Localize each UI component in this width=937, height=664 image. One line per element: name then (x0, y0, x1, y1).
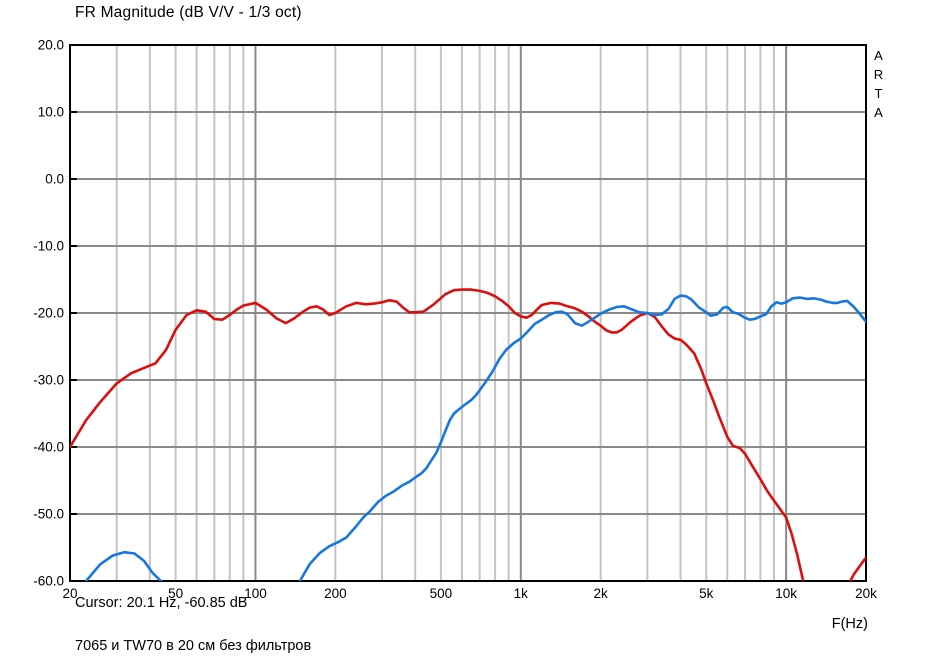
fr-curve-red (70, 288, 866, 581)
x-tick-label: 200 (324, 586, 347, 601)
y-tick-label: -40.0 (33, 439, 64, 455)
y-tick-label: -60.0 (33, 573, 64, 589)
x-tick-label: 2k (593, 586, 608, 601)
x-tick-label: 500 (429, 586, 453, 601)
plot-border (69, 44, 867, 582)
x-tick-label: 100 (244, 586, 267, 601)
y-tick-label: -20.0 (33, 305, 64, 321)
x-tick-label: 5k (699, 586, 714, 601)
x-axis-title: F(Hz) (831, 616, 868, 632)
y-tick-label: 10.0 (37, 104, 64, 120)
y-tick-label: 20.0 (37, 37, 64, 53)
measurement-caption: 7065 и TW70 в 20 см без фильтров (75, 638, 312, 654)
x-tick-label: 10k (775, 586, 798, 601)
x-tick-label: 20 (62, 586, 78, 601)
y-tick-label: -50.0 (33, 506, 64, 522)
x-tick-label: 20k (855, 586, 877, 601)
fr-curve-blue (84, 294, 866, 581)
x-tick-label: 50 (168, 586, 184, 601)
y-tick-label: 0.0 (45, 171, 64, 187)
y-tick-label: -10.0 (33, 238, 64, 254)
x-tick-label: 1k (513, 586, 528, 601)
chart-title: FR Magnitude (dB V/V - 1/3 oct) (75, 4, 302, 21)
cursor-readout: Cursor: 20.1 Hz, -60.85 dB (75, 595, 248, 611)
arta-watermark: ARTA (871, 48, 886, 124)
y-tick-label: -30.0 (33, 372, 64, 388)
